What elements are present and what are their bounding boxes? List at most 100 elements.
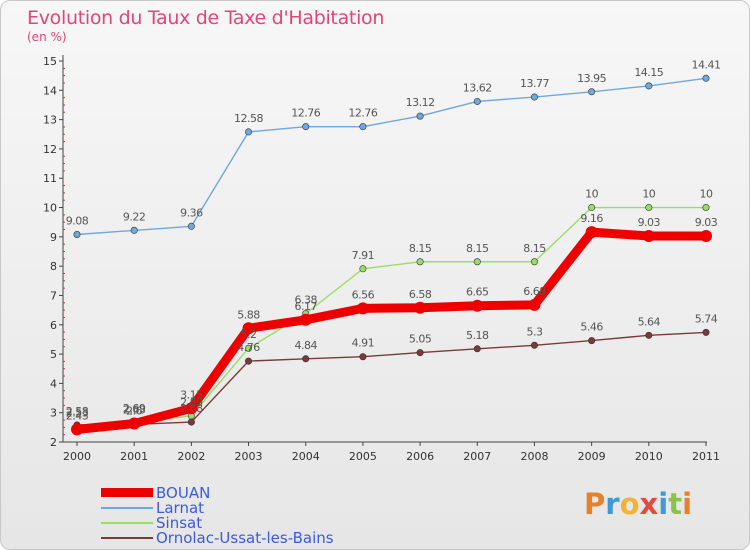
data-label: 7.91 [352, 249, 375, 262]
y-tick-label: 15 [43, 55, 57, 68]
data-point [299, 313, 312, 326]
data-label: 5.05 [409, 333, 432, 346]
data-point [702, 328, 710, 336]
logo-letter: P [584, 487, 606, 521]
data-point [73, 231, 81, 239]
logo-letter: i [658, 487, 669, 521]
data-label: 2.6 [126, 404, 142, 417]
data-label: 8.15 [466, 242, 489, 255]
x-tick-label: 2005 [349, 450, 377, 463]
legend: BOUAN Larnat Sinsat Ornolac-Ussat-les-Ba… [101, 484, 401, 547]
y-tick-label: 5 [50, 348, 57, 361]
x-tick-label: 2009 [578, 450, 606, 463]
data-label: 5.46 [580, 321, 603, 334]
data-point [302, 123, 310, 131]
data-label: 9.36 [180, 206, 203, 219]
data-label: 2.53 [66, 406, 89, 419]
data-point [473, 345, 481, 353]
legend-swatch-larnat [101, 507, 153, 509]
data-label: 4.76 [237, 341, 260, 354]
chart-unit: (en %) [27, 30, 67, 44]
legend-swatch-ornolac [101, 537, 153, 539]
chart-title: Evolution du Taux de Taxe d'Habitation [27, 7, 385, 29]
x-tick-label: 2007 [463, 450, 491, 463]
x-tick-label: 2010 [635, 450, 663, 463]
y-tick-label: 13 [43, 114, 57, 127]
data-label: 9.22 [123, 210, 146, 223]
data-label: 10 [585, 188, 598, 201]
series-line-sinsat [76, 206, 707, 428]
data-label: 13.95 [577, 72, 606, 85]
y-tick-label: 8 [50, 260, 57, 273]
data-point [245, 357, 253, 365]
data-label: 6.38 [294, 294, 317, 307]
x-tick-label: 2000 [63, 450, 91, 463]
data-label: 5.74 [695, 312, 718, 325]
data-label: 12.76 [291, 107, 320, 120]
data-point [359, 265, 367, 273]
data-label: 2.69 [123, 402, 146, 415]
x-tick-label: 2011 [692, 450, 720, 463]
data-point [645, 82, 653, 90]
y-tick-label: 2 [50, 436, 57, 449]
series-line-larnat [76, 77, 707, 236]
data-point [588, 204, 596, 212]
data-point [588, 337, 596, 345]
data-label: 2.43 [66, 409, 89, 422]
x-tick-label: 2006 [406, 450, 434, 463]
data-point [585, 226, 598, 239]
data-label: 9.16 [580, 212, 603, 225]
data-label: 3.15 [180, 388, 203, 401]
data-label: 8.15 [409, 242, 432, 255]
data-point [416, 349, 424, 357]
data-point [645, 204, 653, 212]
legend-swatch-sinsat [101, 522, 153, 524]
legend-item-larnat: Larnat [101, 499, 401, 517]
data-point [530, 341, 538, 349]
legend-label-sinsat: Sinsat [156, 514, 203, 532]
data-label: 2.58 [66, 405, 89, 418]
y-tick-label: 6 [50, 319, 57, 332]
data-label: 6.65 [466, 286, 489, 299]
data-label: 5.18 [466, 329, 489, 342]
data-point [473, 97, 481, 105]
logo-letter: x [639, 487, 659, 521]
data-point [416, 258, 424, 266]
logo-letter: t [668, 487, 683, 521]
data-label: 6.17 [294, 300, 317, 313]
data-point [642, 229, 655, 242]
data-point [242, 322, 255, 335]
data-label: 9.03 [638, 216, 661, 229]
data-point [645, 331, 653, 339]
legend-swatch-bouan [101, 488, 153, 497]
x-tick-label: 2001 [120, 450, 148, 463]
data-point [700, 229, 712, 242]
data-point [71, 423, 83, 436]
data-label: 6.56 [352, 288, 375, 301]
series-line-ornolac-ussat-les-bains [76, 331, 707, 426]
x-tick-label: 2002 [177, 450, 205, 463]
data-label: 5.88 [237, 308, 260, 321]
data-point [702, 74, 710, 82]
data-point [530, 258, 538, 266]
y-tick-label: 14 [43, 84, 57, 97]
data-label: 5.3 [526, 325, 542, 338]
data-point [245, 344, 253, 352]
data-label: 6.68 [523, 285, 546, 298]
data-label: 4.91 [352, 337, 375, 350]
data-label: 10 [642, 188, 655, 201]
data-label: 14.15 [634, 66, 663, 79]
data-point [359, 353, 367, 361]
data-label: 2.68 [180, 402, 203, 415]
data-label: 2.63 [123, 404, 146, 417]
data-point [414, 301, 427, 314]
data-label: 14.41 [692, 58, 721, 71]
data-label: 8.15 [523, 242, 546, 255]
data-point [187, 418, 195, 426]
x-tick-label: 2004 [292, 450, 320, 463]
x-tick-label: 2003 [235, 450, 263, 463]
y-tick-label: 11 [43, 172, 57, 185]
data-label: 12.76 [348, 107, 377, 120]
data-point [471, 299, 484, 312]
y-tick-label: 4 [50, 377, 57, 390]
